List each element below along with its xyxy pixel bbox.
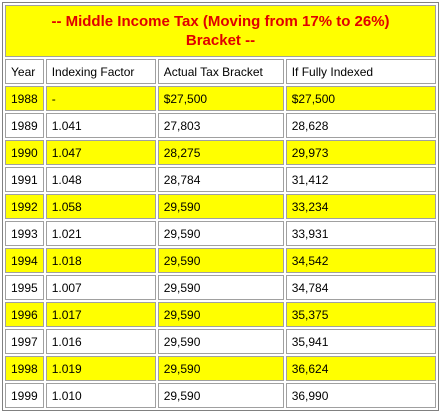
table-cell: 29,590 (157, 221, 284, 246)
table-cell: 29,590 (157, 329, 284, 354)
table-cell: 1993 (5, 221, 44, 246)
table-cell: 34,542 (285, 248, 436, 273)
header-row: Year Indexing Factor Actual Tax Bracket If … (5, 59, 436, 84)
table-cell: 33,931 (285, 221, 436, 246)
table-cell: 29,590 (157, 302, 284, 327)
table-cell: 35,375 (285, 302, 436, 327)
table-cell: 29,590 (157, 275, 284, 300)
data-row: 1989 1.041 27,803 28,628 (5, 113, 436, 138)
table-cell: 1990 (5, 140, 44, 165)
data-row: 1990 1.047 28,275 29,973 (5, 140, 436, 165)
table-title: -- Middle Income Tax (Moving from 17% to… (5, 5, 436, 57)
table-cell: 1996 (5, 302, 44, 327)
data-row: 1995 1.007 29,590 34,784 (5, 275, 436, 300)
data-row: 1993 1.021 29,590 33,931 (5, 221, 436, 246)
header-cell: Actual Tax Bracket (157, 59, 284, 84)
table-cell: 33,234 (285, 194, 436, 219)
table-cell: 1988 (5, 86, 44, 111)
table-cell: 29,590 (157, 383, 284, 408)
data-row: 1991 1.048 28,784 31,412 (5, 167, 436, 192)
table-cell: 1998 (5, 356, 44, 381)
data-row: 1998 1.019 29,590 36,624 (5, 356, 436, 381)
table-cell: 1994 (5, 248, 44, 273)
table-cell: 1991 (5, 167, 44, 192)
table-cell: - (45, 86, 156, 111)
data-row: 1997 1.016 29,590 35,941 (5, 329, 436, 354)
table-cell: 27,803 (157, 113, 284, 138)
table-cell: 29,590 (157, 356, 284, 381)
table-cell: 28,628 (285, 113, 436, 138)
table-cell: 1989 (5, 113, 44, 138)
table-cell: 1.016 (45, 329, 156, 354)
table-cell: 1.017 (45, 302, 156, 327)
table-cell: 31,412 (285, 167, 436, 192)
data-row: 1996 1.017 29,590 35,375 (5, 302, 436, 327)
data-row: 1988- $27,500 $27,500 (5, 86, 436, 111)
table-cell: 1.041 (45, 113, 156, 138)
tax-table: -- Middle Income Tax (Moving from 17% to… (2, 2, 439, 411)
table-cell: 1.007 (45, 275, 156, 300)
table-cell: 36,624 (285, 356, 436, 381)
table-cell: 29,590 (157, 248, 284, 273)
table-cell: 1997 (5, 329, 44, 354)
header-cell: Indexing Factor (45, 59, 156, 84)
data-row: 1999 1.010 29,590 36,990 (5, 383, 436, 408)
header-cell: Year (5, 59, 44, 84)
table-cell: 28,784 (157, 167, 284, 192)
table-cell: 1992 (5, 194, 44, 219)
data-row: 1994 1.018 29,590 34,542 (5, 248, 436, 273)
title-row: -- Middle Income Tax (Moving from 17% to… (5, 5, 436, 57)
header-cell: If Fully Indexed (285, 59, 436, 84)
table-cell: 36,990 (285, 383, 436, 408)
table-cell: 1.048 (45, 167, 156, 192)
table-cell: 1.010 (45, 383, 156, 408)
table-cell: 1999 (5, 383, 44, 408)
table-cell: 28,275 (157, 140, 284, 165)
table-cell: 1.047 (45, 140, 156, 165)
table-cell: $27,500 (157, 86, 284, 111)
table-cell: 1.018 (45, 248, 156, 273)
table-cell: 29,590 (157, 194, 284, 219)
table-cell: 29,973 (285, 140, 436, 165)
table-cell: 34,784 (285, 275, 436, 300)
data-row: 1992 1.058 29,590 33,234 (5, 194, 436, 219)
table-cell: $27,500 (285, 86, 436, 111)
table-cell: 1995 (5, 275, 44, 300)
table-cell: 1.019 (45, 356, 156, 381)
table-cell: 1.058 (45, 194, 156, 219)
table-cell: 1.021 (45, 221, 156, 246)
table-cell: 35,941 (285, 329, 436, 354)
